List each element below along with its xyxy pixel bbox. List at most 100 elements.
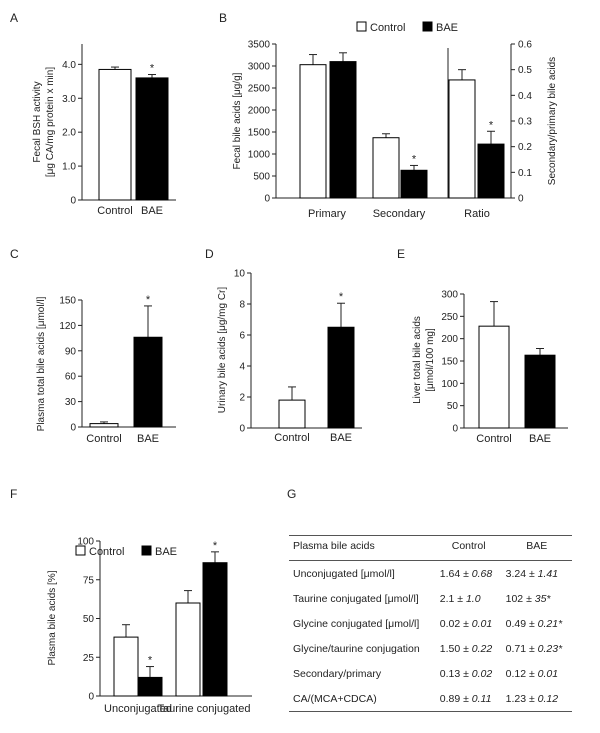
y-tick-label: 100 [441,379,458,390]
x-tick-label: Taurine conjugated [158,703,251,715]
bae-mean: 1.23 [505,692,527,705]
y-tick-label: 0 [452,424,458,435]
row-label: Taurine conjugated [μmol/l] [293,592,419,605]
control-mean: 0.02 [439,617,461,630]
bar-control [478,325,510,429]
y-tick-label: 0 [70,423,76,434]
row-label: Unconjugated [μmol/l] [293,567,395,580]
significance-star: * [412,153,417,165]
y-tick-label: 1.0 [62,162,76,173]
legend-label-control: Control [89,546,124,558]
y-tick-label: 250 [441,312,458,323]
bae-mean: 0.49 [505,617,527,630]
bae-sd: ± 0.21* [528,617,563,630]
y-tick-label: 3.0 [62,94,76,105]
bae-sd: ± 0.12 [528,692,559,705]
bar-control [372,137,400,199]
control-sd: ± 0.01 [463,617,493,630]
significance-star: * [148,655,153,667]
significance-star: * [150,63,155,75]
control-mean: 0.13 [439,667,461,680]
y-tick-label: 60 [65,372,77,383]
x-tick-label: Control [97,205,132,217]
legend-swatch-control [356,21,367,32]
bar-bae [400,169,428,199]
y-tick-label: 0 [88,692,94,703]
y-tick-label: 90 [65,346,77,357]
bae-sd: ± 0.23* [528,642,563,655]
x-tick-label: Control [274,432,309,444]
y-tick-label: 30 [65,397,77,408]
y2-tick-label: 0.5 [518,65,532,76]
y-axis-label: Plasma bile acids [%] [47,570,58,665]
row-label: CA/(MCA+CDCA) [289,686,436,712]
bae-sd: ± 0.01 [528,667,559,680]
y-tick-label: 2 [239,393,245,404]
control-sd: ± 0.02 [463,667,493,680]
table-header-bae: BAE [501,535,572,561]
legend-swatch-control [75,545,86,556]
y-tick-label: 120 [59,321,76,332]
control-sd: ± 0.11 [463,692,492,705]
table-row: Glycine/taurine conjugation 1.50 ± 0.22 … [289,636,572,661]
bae-mean: 0.12 [505,667,527,680]
bae-sd: ± 35* [526,592,551,605]
y-axis-label: [μmol/100 mg] [425,328,436,392]
panel-label: C [10,247,19,261]
legend-label-control: Control [370,22,405,34]
y2-tick-label: 0 [518,194,524,205]
y-tick-label: 50 [447,401,459,412]
bar-bae [477,143,505,199]
y-tick-label: 150 [59,296,76,307]
panel-label: D [205,247,214,261]
y-tick-label: 0 [264,194,270,205]
y-tick-label: 4 [239,362,245,373]
bile-acid-table: Plasma bile acids Control BAE Unconjugat… [289,535,572,712]
table-row: Taurine conjugated [μmol/l] 2.1 ± 1.0 10… [289,586,572,611]
table-row: Secondary/primary 0.13 ± 0.02 0.12 ± 0.0… [289,661,572,686]
bae-mean: 102 [505,592,524,605]
bae-mean: 0.71 [505,642,527,655]
legend-label-bae: BAE [155,546,177,558]
x-tick-label: BAE [137,433,159,445]
bar-bae [202,562,228,697]
y-tick-label: 10 [234,269,246,280]
y-axis-label: Fecal bile acids [μg/g] [232,72,243,169]
bar-bae [524,354,556,429]
bar-bae [137,676,163,697]
legend-label-bae: BAE [436,22,458,34]
x-tick-label: Secondary [373,208,426,220]
bar-control [175,602,201,697]
panel-label: G [287,487,296,501]
panel-label: B [219,11,227,25]
y2-tick-label: 0.3 [518,117,532,128]
y-tick-label: 1500 [248,128,271,139]
bar-bae [135,77,169,201]
y-tick-label: 2000 [248,106,271,117]
y-tick-label: 0 [239,424,245,435]
table-row: Unconjugated [μmol/l] 1.64 ± 0.68 3.24 ±… [289,561,572,587]
control-sd: ± 1.0 [457,592,481,605]
significance-star: * [489,119,494,131]
x-tick-label: Primary [308,208,346,220]
y-tick-label: 75 [83,575,95,586]
control-mean: 1.50 [439,642,461,655]
x-tick-label: Control [476,433,511,445]
y-axis-label: Urinary bile acids [μg/mg Cr] [217,287,228,414]
panel-label: A [10,11,18,25]
x-tick-label: BAE [141,205,163,217]
bar-control [448,79,476,199]
y2-tick-label: 0.6 [518,40,532,51]
y-tick-label: 100 [77,537,94,548]
y-tick-label: 300 [441,290,458,301]
significance-star: * [146,294,151,306]
control-mean: 0.89 [439,692,461,705]
x-tick-label: BAE [529,433,551,445]
bae-sd: ± 1.41 [528,567,559,580]
significance-star: * [339,291,344,303]
bar-control [89,423,119,428]
control-sd: ± 0.68 [463,567,493,580]
panel-label: F [10,487,17,501]
y-tick-label: 150 [441,357,458,368]
